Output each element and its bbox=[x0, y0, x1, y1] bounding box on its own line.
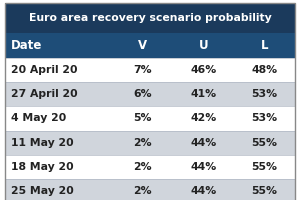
Text: 41%: 41% bbox=[190, 89, 217, 99]
Text: V: V bbox=[138, 39, 147, 52]
Text: 55%: 55% bbox=[252, 162, 278, 172]
Text: 2%: 2% bbox=[134, 138, 152, 148]
Text: 6%: 6% bbox=[134, 89, 152, 99]
Text: 44%: 44% bbox=[190, 138, 217, 148]
Text: 11 May 20: 11 May 20 bbox=[11, 138, 74, 148]
Bar bbox=[5, 130, 295, 155]
Text: 48%: 48% bbox=[251, 65, 278, 75]
Bar bbox=[5, 155, 295, 179]
Text: 7%: 7% bbox=[134, 65, 152, 75]
Bar bbox=[5, 179, 295, 200]
Bar bbox=[5, 58, 295, 82]
Text: 18 May 20: 18 May 20 bbox=[11, 162, 74, 172]
Text: 2%: 2% bbox=[134, 186, 152, 196]
Text: Date: Date bbox=[11, 39, 42, 52]
Bar bbox=[5, 106, 295, 130]
Text: 25 May 20: 25 May 20 bbox=[11, 186, 74, 196]
Text: 20 April 20: 20 April 20 bbox=[11, 65, 77, 75]
Text: 42%: 42% bbox=[190, 113, 217, 123]
Text: 53%: 53% bbox=[251, 113, 278, 123]
Text: 5%: 5% bbox=[134, 113, 152, 123]
Bar bbox=[5, 33, 295, 58]
Bar bbox=[5, 82, 295, 106]
Text: U: U bbox=[199, 39, 208, 52]
Text: 55%: 55% bbox=[252, 186, 278, 196]
Bar bbox=[5, 3, 295, 33]
Text: 53%: 53% bbox=[251, 89, 278, 99]
Text: 2%: 2% bbox=[134, 162, 152, 172]
Text: 27 April 20: 27 April 20 bbox=[11, 89, 78, 99]
Text: 44%: 44% bbox=[190, 186, 217, 196]
Text: L: L bbox=[261, 39, 268, 52]
Text: 46%: 46% bbox=[190, 65, 217, 75]
Text: 4 May 20: 4 May 20 bbox=[11, 113, 66, 123]
Text: Euro area recovery scenario probability: Euro area recovery scenario probability bbox=[28, 13, 272, 23]
Text: 55%: 55% bbox=[252, 138, 278, 148]
Text: 44%: 44% bbox=[190, 162, 217, 172]
